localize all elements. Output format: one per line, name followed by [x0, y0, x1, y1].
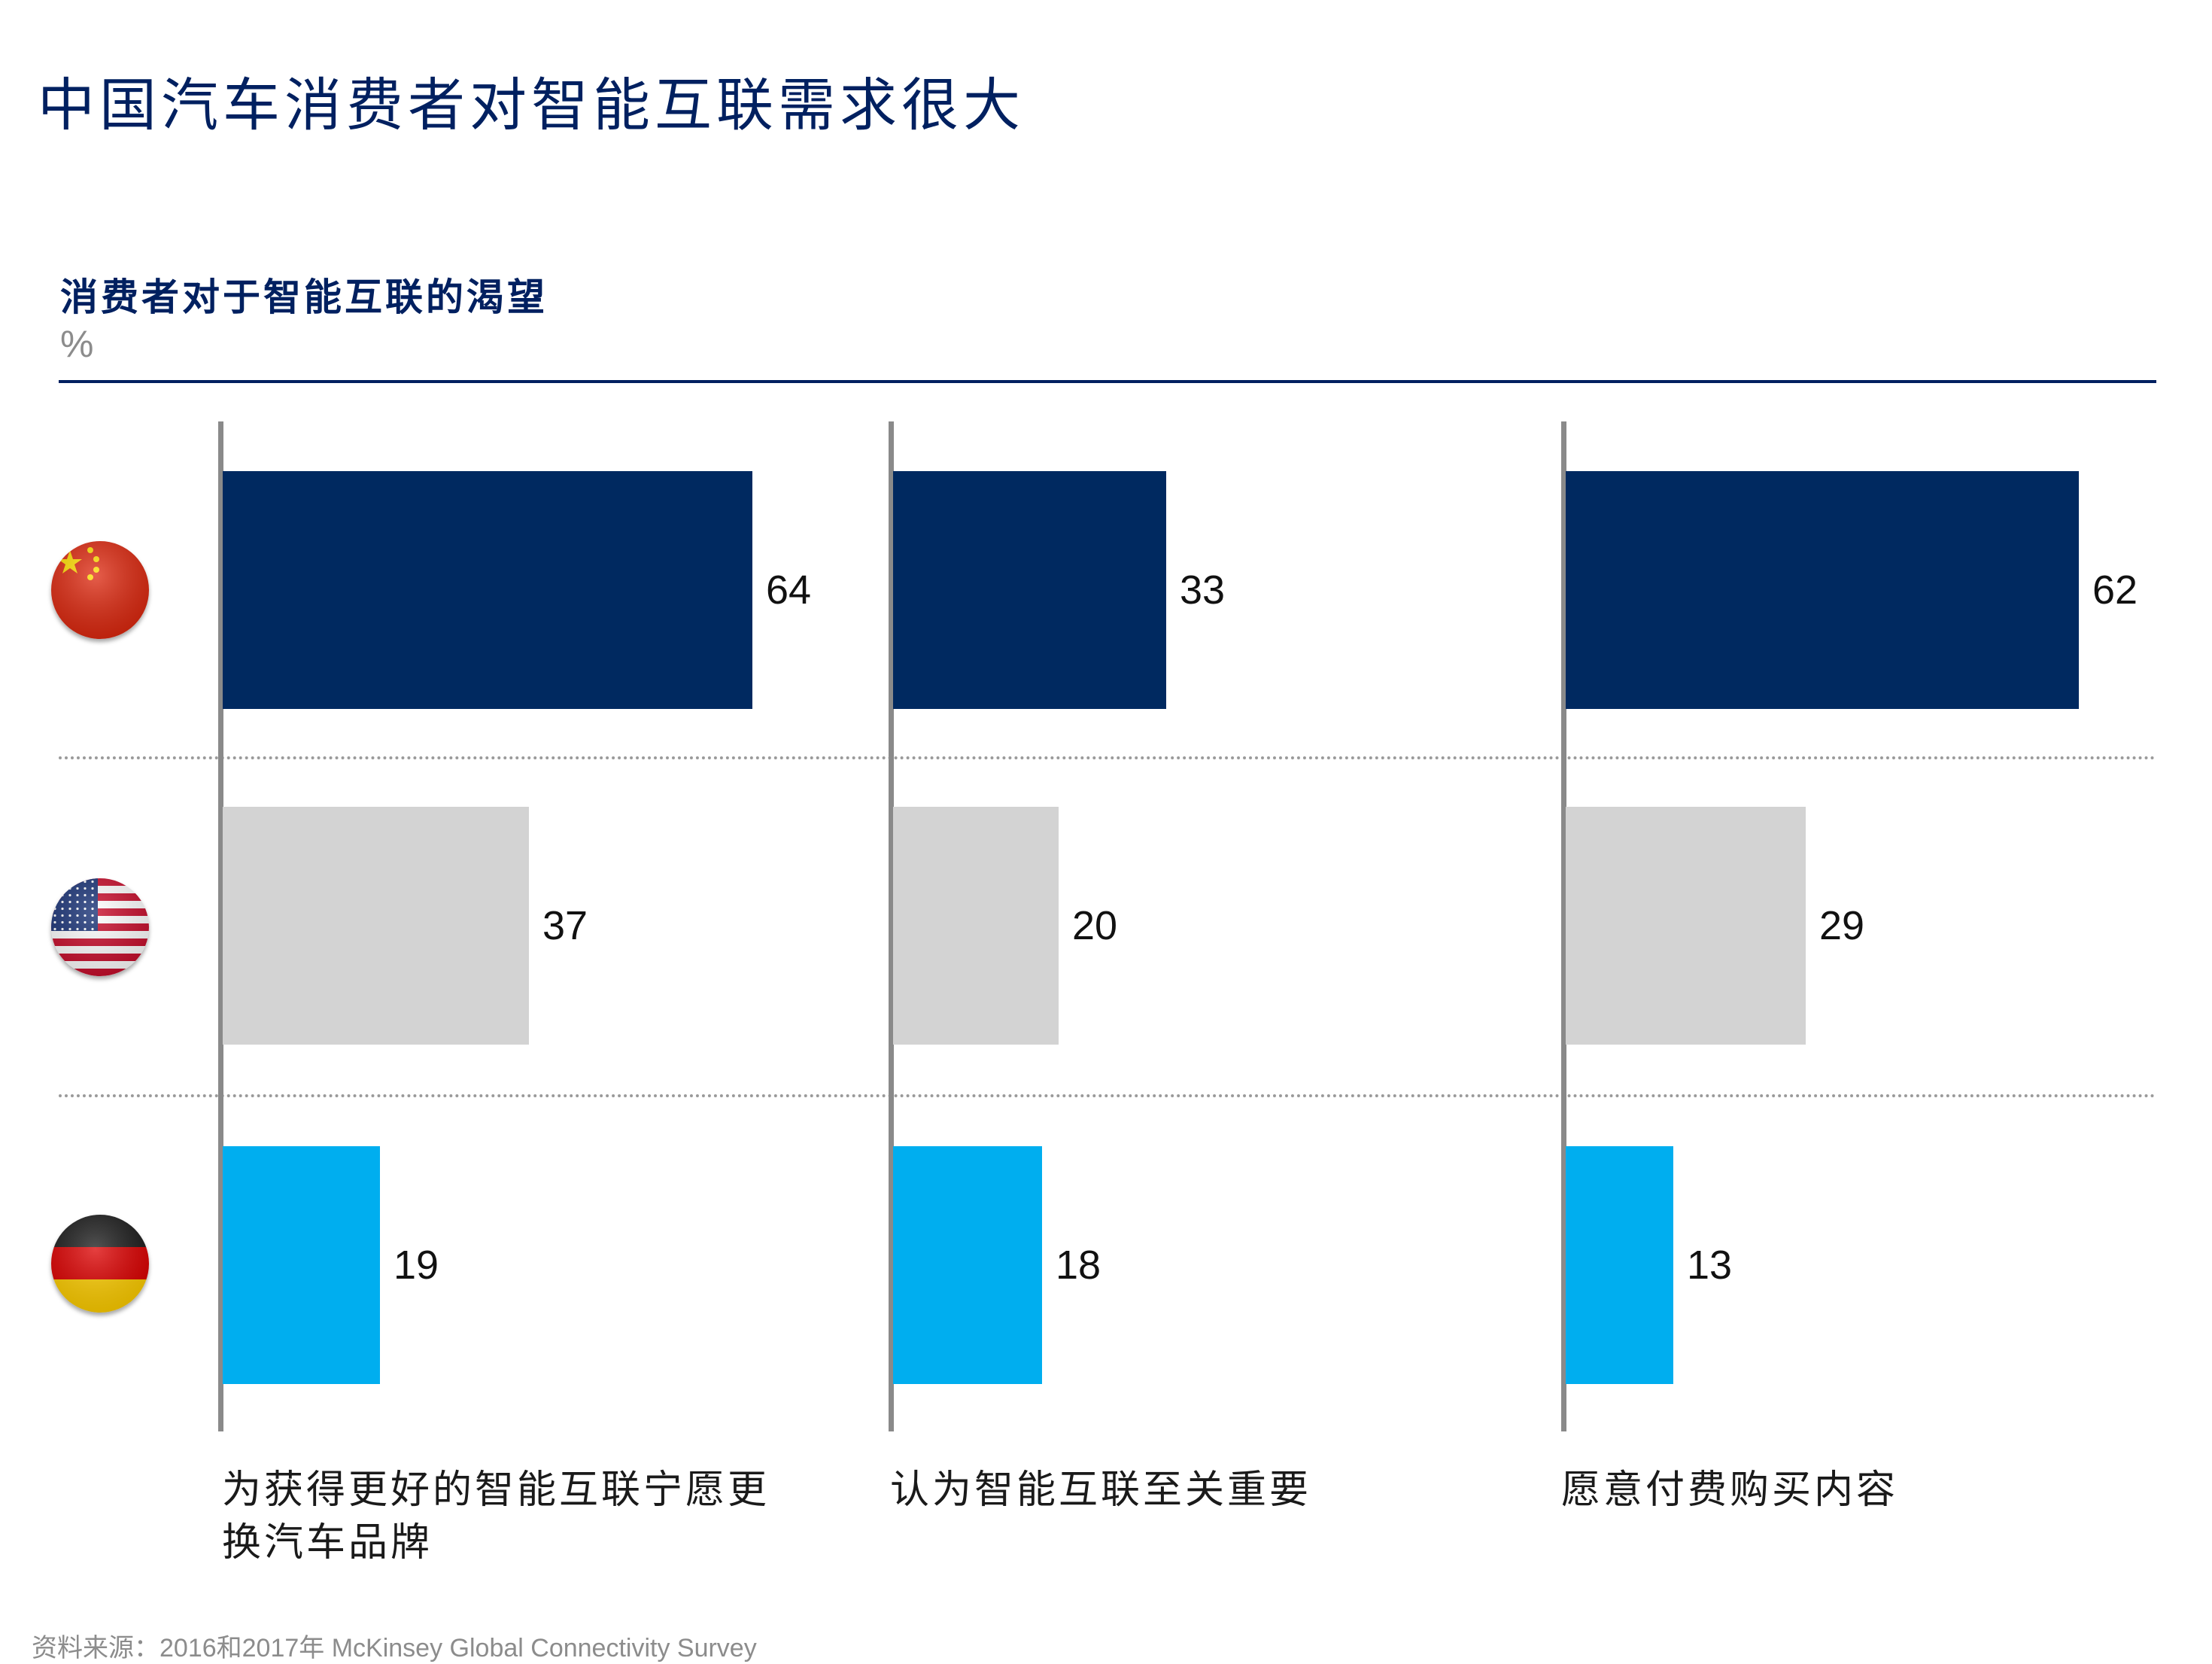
page-title: 中国汽车消费者对智能互联需求很大: [38, 71, 1025, 138]
bar-usa-group-2: [893, 807, 1059, 1045]
germany-flag-icon: [51, 1215, 149, 1313]
top-rule-divider: [59, 380, 2156, 383]
bar-germany-group-2: [893, 1146, 1042, 1384]
group-label-1: 为获得更好的智能互联宁愿更换汽车品牌: [222, 1468, 770, 1565]
value-label-germany-group-2: 18: [1056, 1243, 1101, 1288]
value-label-germany-group-1: 19: [393, 1243, 439, 1288]
bar-usa-group-3: [1566, 807, 1806, 1045]
value-label-usa-group-3: 29: [1819, 903, 1865, 948]
bar-china-group-3: [1566, 471, 2079, 709]
bar-china-group-2: [893, 471, 1166, 709]
axis-line-group-1: [218, 421, 223, 1431]
bar-germany-group-3: [1566, 1146, 1673, 1384]
row-divider-1: [59, 756, 2156, 759]
value-label-china-group-3: 62: [2092, 567, 2138, 613]
usa-flag-icon: [51, 878, 149, 976]
bar-germany-group-1: [223, 1146, 380, 1384]
value-label-china-group-1: 64: [766, 567, 812, 613]
group-label-2: 认为智能互联至关重要: [890, 1468, 1312, 1513]
bar-china-group-1: [223, 471, 752, 709]
value-label-germany-group-3: 13: [1687, 1243, 1733, 1288]
unit-label: %: [60, 323, 94, 365]
chart-subtitle: 消费者对于智能互联的渴望: [60, 275, 548, 319]
china-flag-icon: [51, 541, 149, 639]
source-note: 资料来源：2016和2017年 McKinsey Global Connecti…: [32, 1634, 757, 1662]
value-label-usa-group-2: 20: [1072, 903, 1118, 948]
value-label-china-group-2: 33: [1180, 567, 1226, 613]
axis-line-group-2: [889, 421, 894, 1431]
group-label-3: 愿意付费购买内容: [1561, 1468, 1899, 1513]
bar-usa-group-1: [223, 807, 529, 1045]
row-divider-2: [59, 1094, 2156, 1097]
axis-line-group-3: [1561, 421, 1566, 1431]
value-label-usa-group-1: 37: [542, 903, 588, 948]
